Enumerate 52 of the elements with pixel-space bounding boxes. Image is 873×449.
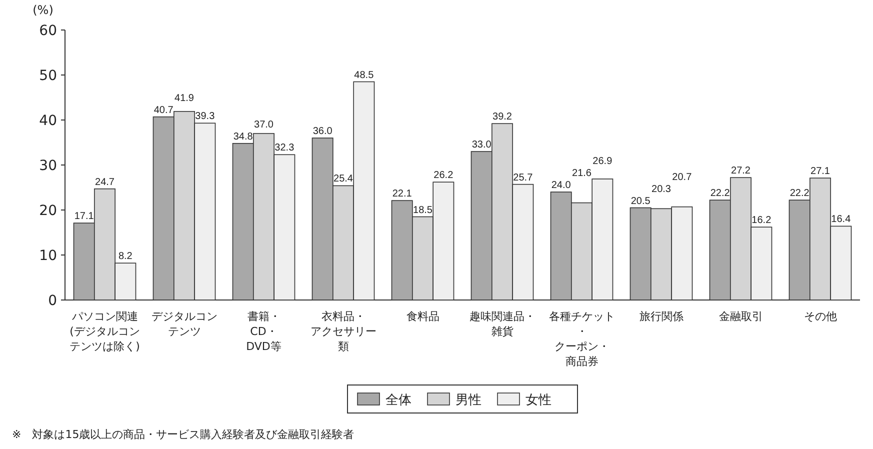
legend-label: 全体 — [386, 393, 412, 408]
data-label: 8.2 — [118, 251, 133, 262]
x-tick-label: 書籍・CD・DVD等 — [246, 310, 282, 353]
data-label: 18.5 — [413, 204, 433, 216]
data-label: 39.2 — [492, 112, 512, 123]
data-label: 17.1 — [74, 211, 94, 222]
legend-label: 男性 — [456, 393, 482, 408]
legend-label: 女性 — [526, 393, 552, 408]
text: ※ 対象は15歳以上の商品・サービス購入経験者及び金融取引経験者 — [12, 428, 354, 441]
data-label: 33.0 — [472, 140, 492, 150]
y-tick-label: 30 — [39, 158, 57, 174]
data-label: 37.0 — [254, 119, 274, 130]
x-tick-label: 趣味関連品・雑貨 — [469, 310, 536, 338]
data-label: 22.2 — [790, 188, 810, 200]
x-tick-label: 衣料品・アクセサリー類 — [310, 310, 376, 353]
data-label: 34.8 — [233, 131, 254, 142]
data-label: 25.4 — [334, 174, 354, 185]
x-tick-label: 各種チケット・クーポン・商品券 — [548, 310, 615, 368]
data-label: 39.3 — [195, 111, 216, 122]
data-label: 26.9 — [592, 156, 613, 167]
data-label: 26.2 — [434, 170, 454, 182]
data-label: 25.7 — [513, 172, 534, 184]
data-label: 20.5 — [630, 196, 651, 207]
data-label: 22.1 — [392, 188, 412, 200]
y-tick-label: 20 — [39, 203, 57, 219]
y-tick-label: 0 — [48, 293, 57, 309]
data-label: 32.3 — [274, 142, 295, 154]
y-tick-label: 40 — [39, 113, 57, 129]
data-label: 27.1 — [810, 166, 830, 178]
data-label: 41.9 — [174, 92, 194, 104]
y-tick-label: 60 — [39, 23, 57, 39]
x-tick-label: パソコン関連(デジタルコンテンツは除く) — [70, 310, 140, 353]
x-tick-label: 食料品 — [406, 310, 440, 323]
data-label: 21.6 — [572, 168, 592, 179]
y-tick-label: 50 — [39, 68, 57, 84]
data-label: 27.2 — [731, 166, 751, 177]
data-label: 24.0 — [551, 180, 572, 191]
y-axis-title: (%) — [32, 3, 54, 17]
x-tick-label: 金融取引 — [718, 310, 763, 323]
data-label: 16.4 — [831, 214, 852, 226]
data-label: 20.3 — [652, 184, 672, 195]
data-label: 24.7 — [95, 176, 115, 188]
data-label: 36.0 — [312, 126, 333, 137]
data-label: 20.7 — [672, 172, 692, 183]
x-tick-label: その他 — [804, 310, 837, 323]
y-tick-label: 10 — [39, 248, 57, 264]
data-label: 48.5 — [354, 70, 374, 81]
x-tick-label: デジタルコンテンツ — [151, 310, 218, 338]
x-tick-label: 旅行関係 — [639, 310, 684, 323]
data-label: 16.2 — [752, 215, 772, 226]
data-label: 22.2 — [710, 188, 730, 200]
data-label: 40.7 — [154, 104, 174, 116]
